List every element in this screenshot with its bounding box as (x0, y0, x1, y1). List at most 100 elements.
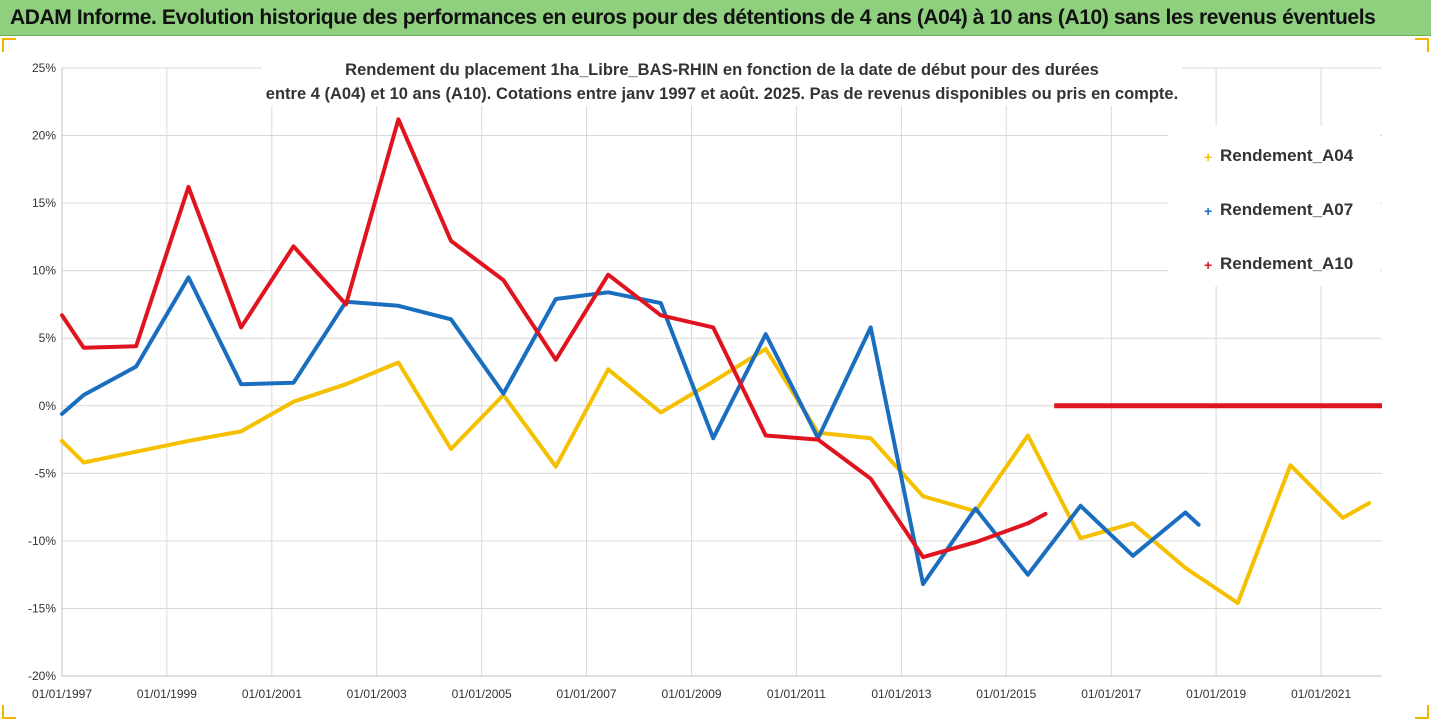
data-point (291, 381, 296, 385)
data-point (344, 382, 348, 386)
data-point (1183, 510, 1187, 515)
x-tick-label: 01/01/2005 (452, 687, 512, 701)
y-tick-label: -20% (28, 669, 56, 683)
x-tick-label: 01/01/2007 (557, 687, 617, 701)
data-point (554, 465, 558, 469)
legend-marker-a07: + (1204, 203, 1213, 219)
data-point (1078, 536, 1083, 540)
data-point (501, 278, 505, 282)
data-point (973, 540, 978, 544)
x-tick-label: 01/01/1997 (32, 687, 92, 701)
data-point (606, 290, 610, 294)
data-point (82, 460, 86, 465)
data-point (554, 297, 558, 301)
data-point (973, 506, 978, 511)
data-point (921, 555, 925, 559)
data-point (291, 244, 296, 248)
legend-label-a07: Rendement_A07 (1220, 200, 1354, 219)
data-point (659, 410, 663, 415)
y-tick-label: -5% (35, 466, 57, 480)
data-point (1026, 521, 1030, 525)
data-point (186, 439, 191, 443)
data-point (606, 367, 610, 371)
data-point (1078, 504, 1083, 508)
data-point (60, 439, 64, 443)
data-point (764, 433, 768, 438)
y-tick-label: 25% (32, 61, 56, 75)
data-point (764, 332, 768, 336)
data-point (869, 477, 873, 481)
y-tick-label: -10% (28, 534, 56, 548)
legend-marker-a04: + (1204, 149, 1213, 165)
data-point (554, 358, 558, 362)
data-point (396, 304, 400, 308)
data-point (1043, 512, 1048, 516)
data-point (134, 450, 138, 454)
data-point (1197, 523, 1201, 527)
data-point (239, 429, 243, 433)
data-point (764, 347, 768, 351)
data-point (396, 117, 400, 121)
data-point (1341, 516, 1345, 520)
data-point (816, 438, 820, 442)
data-point (501, 392, 505, 396)
series-line-2 (60, 275, 1201, 587)
chart-title: Rendement du placement 1ha_Libre_BAS-RHI… (262, 58, 1182, 106)
data-point (1367, 501, 1371, 505)
series-line-1 (60, 347, 1372, 605)
data-point (921, 494, 925, 498)
y-tick-label: 20% (32, 129, 56, 143)
y-tick-label: 0% (39, 399, 57, 413)
data-point (711, 379, 715, 384)
x-tick-label: 01/01/2013 (871, 687, 931, 701)
corner-mark-bottom-left (2, 705, 16, 719)
data-point (60, 313, 64, 317)
data-point (869, 325, 873, 329)
data-point (134, 344, 138, 348)
x-tick-label: 01/01/2011 (767, 687, 826, 701)
legend: + Rendement_A04 + Rendement_A07 + Rendem… (1168, 126, 1380, 286)
data-point (239, 325, 243, 329)
y-tick-label: -15% (28, 601, 56, 615)
data-point (1288, 463, 1292, 467)
corner-mark-top-left (2, 38, 16, 52)
legend-label-a04: Rendement_A04 (1220, 146, 1354, 165)
data-point (606, 273, 610, 277)
x-tick-label: 01/01/2017 (1081, 687, 1141, 701)
data-point (1131, 521, 1135, 525)
data-point (1131, 554, 1135, 558)
data-point (449, 239, 453, 243)
data-point (134, 365, 138, 369)
data-point (449, 317, 453, 321)
axes: 25% 20% 15% 10% 5% 0% -5% -10% -15% -20% 01/01/199… (28, 61, 1382, 701)
corner-mark-top-right (1415, 38, 1429, 52)
data-point (1183, 566, 1187, 570)
y-tick-label: 15% (32, 196, 56, 210)
banner: ADAM Informe. Evolution historique des p… (0, 0, 1431, 36)
x-tick-label: 01/01/1999 (137, 687, 197, 701)
data-point (344, 302, 348, 306)
banner-title: ADAM Informe. Evolution historique des p… (10, 6, 1376, 29)
y-tick-label: 5% (39, 331, 57, 345)
data-point (82, 346, 86, 350)
data-point (60, 412, 64, 416)
y-tick-label: 10% (32, 264, 56, 278)
x-tick-label: 01/01/2001 (242, 687, 302, 701)
data-point (1026, 573, 1030, 577)
x-tick-label: 01/01/2019 (1186, 687, 1246, 701)
legend-marker-a10: + (1204, 257, 1213, 273)
data-point (396, 360, 400, 365)
series-lines (60, 117, 1382, 605)
data-point (82, 393, 86, 397)
data-point (186, 185, 191, 189)
data-point (186, 275, 191, 279)
x-tick-label: 01/01/2009 (662, 687, 722, 701)
legend-label-a10: Rendement_A10 (1220, 254, 1354, 273)
data-point (449, 447, 453, 451)
x-tick-label: 01/01/2015 (976, 687, 1036, 701)
data-point (1236, 601, 1240, 605)
data-point (659, 301, 663, 305)
data-point (239, 382, 243, 386)
x-tick-label: 01/01/2003 (347, 687, 407, 701)
